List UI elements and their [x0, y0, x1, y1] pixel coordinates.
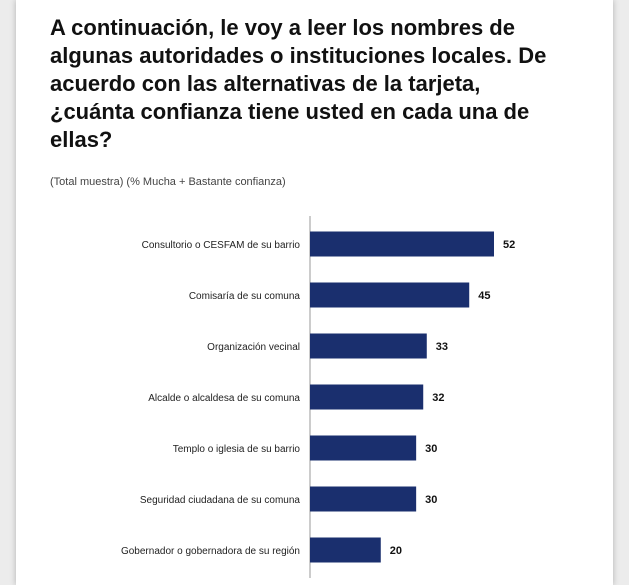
- bar: [310, 282, 470, 308]
- category-label: Gobernador o gobernadora de su región: [121, 546, 300, 557]
- bar: [310, 384, 424, 410]
- category-label: Seguridad ciudadana de su comuna: [140, 495, 301, 506]
- category-label: Comisaría de su comuna: [189, 291, 301, 302]
- category-label: Organización vecinal: [207, 342, 300, 353]
- chart-card: A continuación, le voy a leer los nombre…: [16, 0, 613, 585]
- bar: [310, 435, 417, 461]
- bar: [310, 333, 427, 359]
- value-label: 30: [425, 494, 437, 506]
- value-label: 33: [436, 341, 448, 353]
- category-label: Alcalde o alcaldesa de su comuna: [148, 393, 300, 404]
- category-label: Consultorio o CESFAM de su barrio: [142, 240, 301, 251]
- chart-title: A continuación, le voy a leer los nombre…: [50, 15, 547, 152]
- value-label: 45: [478, 290, 490, 302]
- chart-subtitle: (Total muestra) (% Mucha + Bastante conf…: [50, 176, 286, 188]
- bar: [310, 231, 494, 257]
- bar: [310, 486, 417, 512]
- value-label: 30: [425, 443, 437, 455]
- chart-marks: Consultorio o CESFAM de su barrio 52 Comis…: [121, 216, 515, 578]
- bar: [310, 537, 381, 563]
- value-label: 32: [432, 392, 444, 404]
- category-label: Templo o iglesia de su barrio: [173, 444, 301, 455]
- value-label: 52: [503, 239, 515, 251]
- bar-chart: Consultorio o CESFAM de su barrio 52 Comis…: [121, 216, 515, 578]
- value-label: 20: [390, 545, 402, 557]
